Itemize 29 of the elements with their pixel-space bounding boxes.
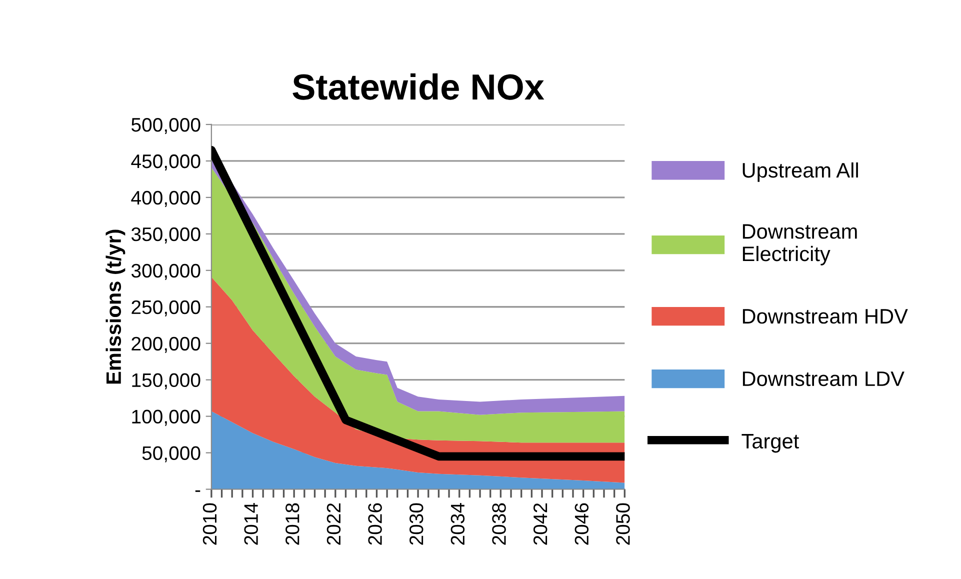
y-tick-label: 200,000 (132, 336, 200, 353)
y-tick-label: - (195, 490, 200, 492)
y-tick-label: 50,000 (142, 446, 200, 462)
y-tick-label: 100,000 (132, 410, 200, 426)
legend-label: Target (742, 434, 799, 453)
y-tick-label: 250,000 (132, 300, 200, 316)
legend-label: Upstream All (742, 162, 858, 182)
x-tick-label: 2034 (450, 503, 465, 545)
y-tick-label: 500,000 (132, 118, 200, 134)
x-tick-label: 2038 (492, 503, 506, 545)
x-tick-label: 2018 (286, 503, 300, 545)
chart-title: Statewide NOx (292, 73, 544, 100)
x-tick-label: 2022 (326, 503, 341, 545)
x-tick-label: 2050 (616, 503, 630, 545)
x-tick-label: 2030 (409, 503, 424, 545)
y-tick-label: 400,000 (131, 190, 200, 207)
legend-label: Downstream HDV (742, 309, 908, 324)
x-tick-label: 2046 (574, 503, 589, 545)
y-tick-label: 350,000 (131, 227, 200, 244)
x-tick-label: 2026 (368, 503, 382, 545)
x-tick-label: 2014 (244, 503, 258, 545)
legend-label: Downstream LDV (742, 372, 904, 386)
y-tick-label: 450,000 (131, 154, 200, 170)
y-axis-title: Emissions (t/yr) (106, 230, 126, 384)
x-tick-label: 2010 (202, 503, 217, 545)
y-tick-label: 300,000 (131, 264, 200, 280)
x-tick-label: 2042 (533, 503, 548, 545)
legend-label: Downstream Electricity (742, 224, 857, 266)
y-tick-label: 150,000 (132, 373, 200, 390)
